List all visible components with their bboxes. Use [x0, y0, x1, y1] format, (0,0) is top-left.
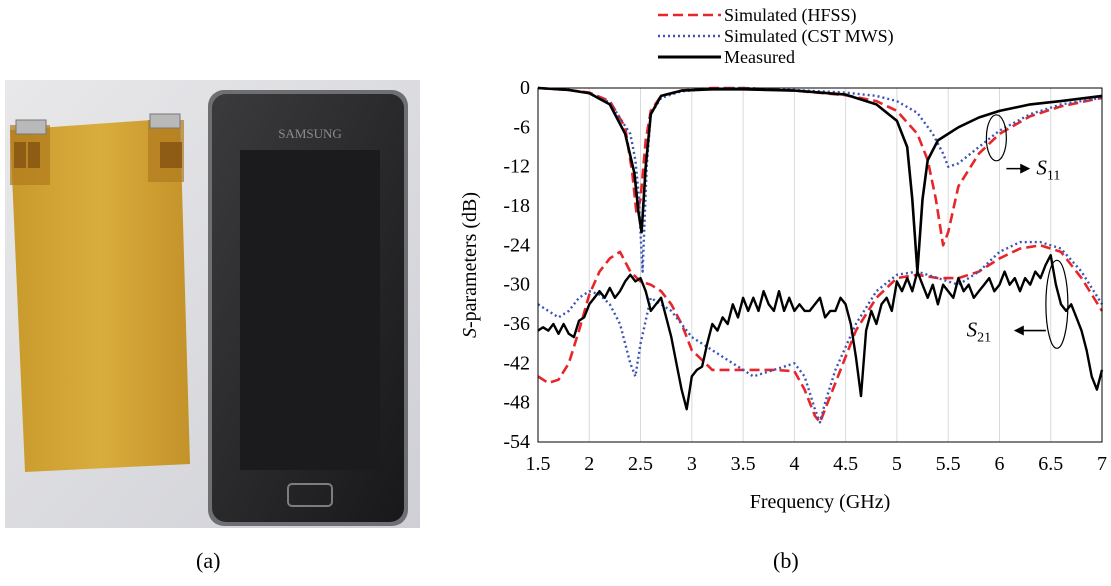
grid-layer — [588, 88, 1103, 442]
s11-arrowhead — [1020, 163, 1031, 174]
s11-label: S11 — [1036, 156, 1060, 184]
series-s11-dotted — [537, 86, 1103, 273]
legend-label: Measured — [724, 47, 795, 67]
x-tick-label: 2.5 — [628, 453, 653, 475]
annotations: S11 S21 — [967, 114, 1069, 349]
y-tick-label: -30 — [503, 274, 530, 296]
x-tick-label: 5 — [892, 453, 902, 475]
x-tick-label: 5.5 — [936, 453, 961, 475]
photo-panel: SAMSUNG — [0, 80, 425, 530]
series-s11-solid — [537, 86, 1103, 273]
legend-label: Simulated (HFSS) — [724, 5, 857, 26]
s-parameter-chart: 1.5 2 2.5 3 3.5 4 4.5 5 5.5 6 6.5 7 0 -6 -12 -18 -24 -30 -… — [459, 5, 1107, 513]
y-axis-title: S-parameters (dB) — [459, 192, 481, 338]
x-tick-label: 2 — [584, 453, 594, 475]
antenna-board — [10, 113, 190, 472]
home-button — [287, 483, 333, 507]
s11-ellipse — [985, 114, 1007, 162]
series-layer — [537, 86, 1104, 424]
y-tick-label: -36 — [503, 313, 530, 335]
y-tick-label: -6 — [513, 116, 530, 138]
caption-b: (b) — [773, 548, 799, 573]
smartphone: SAMSUNG — [208, 90, 408, 526]
x-axis-title: Frequency (GHz) — [750, 491, 891, 513]
s21-label: S21 — [967, 318, 992, 346]
y-tick-label: -54 — [503, 431, 530, 453]
legend: Simulated (HFSS)Simulated (CST MWS)Measu… — [658, 5, 894, 67]
x-tick-label: 1.5 — [526, 453, 551, 475]
y-tick-label: -12 — [503, 156, 530, 178]
y-tick-label: 0 — [520, 77, 530, 99]
y-tick-label: -18 — [503, 195, 530, 217]
s21-ellipse — [1045, 259, 1069, 349]
series-s21-measured — [537, 254, 1104, 411]
y-tick-label: -24 — [503, 234, 530, 256]
phone-brand-text: SAMSUNG — [278, 126, 342, 141]
axis-layer: 1.5 2 2.5 3 3.5 4 4.5 5 5.5 6 6.5 7 0 -6 -12 -18 -24 -30 -… — [459, 77, 1107, 513]
x-tick-label: 4 — [789, 453, 799, 475]
x-tick-label: 4.5 — [833, 453, 858, 475]
series-s21-dotted — [537, 240, 1104, 424]
x-tick-label: 3 — [687, 453, 697, 475]
series-s11-dashed — [537, 86, 1103, 247]
x-tick-label: 6.5 — [1038, 453, 1063, 475]
chart-panel: 1.5 2 2.5 3 3.5 4 4.5 5 5.5 6 6.5 7 0 -6 -12 -18 -24 -30 -… — [430, 0, 1111, 545]
legend-label: Simulated (CST MWS) — [724, 26, 894, 47]
x-tick-label: 3.5 — [731, 453, 756, 475]
plot-border — [537, 87, 1103, 443]
s21-arrowhead — [1013, 325, 1024, 336]
x-tick-label: 7 — [1097, 453, 1107, 475]
y-tick-label: -42 — [503, 352, 530, 374]
prototype-photo: SAMSUNG — [5, 80, 420, 528]
caption-a: (a) — [196, 548, 221, 573]
y-tick-label: -48 — [503, 392, 530, 414]
x-tick-label: 6 — [994, 453, 1004, 475]
series-s21-dashed — [537, 244, 1104, 424]
